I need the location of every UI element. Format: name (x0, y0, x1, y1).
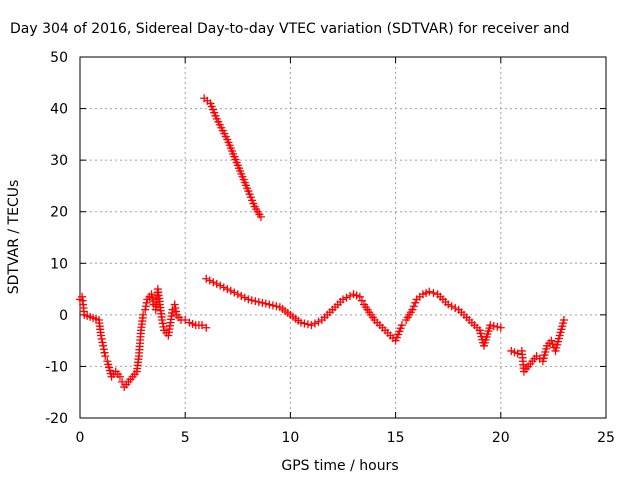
data-point-interp (261, 299, 270, 308)
data-point-interp (357, 296, 366, 305)
x-tick-label: 0 (76, 430, 85, 446)
data-point-interp (158, 319, 167, 328)
data-point (425, 287, 434, 296)
data-point-interp (247, 296, 256, 305)
data-point (256, 212, 265, 221)
data-point (139, 310, 148, 319)
data-point (513, 349, 522, 358)
data-point (97, 331, 106, 340)
y-tick-label: 40 (50, 102, 68, 118)
data-point (99, 341, 108, 350)
x-tick-label: 15 (387, 430, 405, 446)
data-point-interp (99, 345, 108, 354)
data-point (212, 279, 221, 288)
data-point (244, 295, 253, 304)
x-tick-label: 5 (181, 430, 190, 446)
data-point (181, 316, 190, 325)
data-point-interp (205, 276, 214, 285)
data-point-interp (342, 293, 351, 302)
data-point-interp (226, 286, 235, 295)
data-point (141, 305, 150, 314)
data-point (307, 321, 316, 330)
data-point-interp (159, 322, 168, 331)
data-point-interp (310, 319, 319, 328)
data-point (397, 321, 406, 330)
data-point-interp (409, 302, 418, 311)
data-point (496, 323, 505, 332)
data-point-interp (141, 302, 150, 311)
data-point-interp (429, 288, 438, 297)
data-point (547, 336, 556, 345)
grid-lines (80, 57, 606, 418)
data-point (339, 295, 347, 304)
data-point-interp (447, 302, 456, 311)
data-point (408, 305, 417, 314)
data-point-interp (451, 303, 460, 312)
series-segment-morning (141, 285, 211, 340)
data-points (76, 94, 568, 392)
y-tick-label: 20 (50, 205, 68, 221)
data-point-interp (230, 288, 239, 297)
data-point-interp (219, 283, 228, 292)
data-point-interp (209, 278, 218, 287)
data-point-interp (237, 291, 246, 300)
data-point (444, 300, 453, 309)
data-point (158, 316, 167, 325)
data-point (296, 318, 305, 327)
data-point-interp (98, 338, 107, 347)
axis-ticks: 0 5 10 15 20 25 -20 -10 0 10 20 30 40 50 (45, 50, 615, 446)
chart-title: Day 304 of 2016, Sidereal Day-to-day VTE… (10, 21, 570, 37)
data-point (101, 352, 110, 361)
data-point-interp (548, 340, 557, 349)
data-point-interp (172, 307, 181, 316)
data-point (202, 323, 211, 332)
data-point (115, 372, 124, 381)
x-tick-label: 25 (597, 430, 615, 446)
data-point (170, 300, 179, 309)
data-point-interp (171, 303, 180, 312)
y-axis-title: SDTVAR / TECUs (6, 180, 22, 295)
x-tick-label: 10 (281, 430, 299, 446)
x-axis-title: GPS time / hours (281, 458, 398, 474)
data-point-interp (258, 298, 267, 307)
data-point-interp (148, 293, 157, 302)
y-tick-label: 10 (50, 256, 68, 272)
series-segment-late (507, 316, 568, 376)
data-point (147, 290, 156, 299)
plot-frame (79, 56, 607, 419)
data-point-interp (489, 322, 498, 331)
data-point (233, 290, 242, 299)
data-point (223, 285, 232, 294)
data-point-interp (272, 302, 281, 311)
data-point-interp (216, 281, 225, 290)
data-point-interp (251, 297, 260, 306)
data-point-interp (240, 293, 249, 302)
y-tick-label: 0 (59, 308, 68, 324)
data-point (265, 300, 274, 309)
data-point-interp (314, 317, 323, 326)
series-segment-afternoon (402, 287, 505, 350)
data-point-interp (97, 334, 106, 343)
data-point (254, 297, 263, 306)
y-tick-label: -20 (45, 411, 68, 427)
data-point-interp (493, 322, 502, 331)
data-point (486, 321, 495, 330)
x-tick-label: 20 (492, 430, 510, 446)
series-segment-early (76, 292, 148, 392)
data-point-interp (268, 301, 277, 310)
series-segment-midday (202, 274, 406, 345)
data-point (202, 274, 211, 283)
data-point-interp (300, 319, 309, 328)
data-point-interp (100, 348, 109, 357)
y-tick-label: 50 (50, 50, 68, 66)
series-segment-high (200, 94, 265, 221)
data-point-interp (411, 298, 420, 307)
data-point (559, 316, 568, 325)
y-tick-label: 30 (50, 153, 68, 169)
data-point-interp (303, 320, 312, 329)
data-point-interp (142, 298, 151, 307)
y-tick-label: -10 (45, 359, 68, 375)
data-point (198, 321, 207, 330)
